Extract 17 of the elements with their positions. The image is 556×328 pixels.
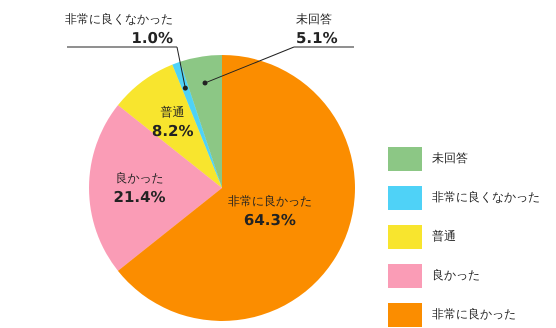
data-label: 8.2% xyxy=(152,122,194,140)
pie-slice xyxy=(89,105,222,271)
pie-slice xyxy=(118,64,222,188)
legend-label: 普通 xyxy=(432,228,456,245)
data-label: 21.4% xyxy=(114,188,166,206)
slice-label: 良かった xyxy=(116,171,164,185)
slice-label: 非常に良かった xyxy=(228,194,312,208)
legend-label: 未回答 xyxy=(432,150,468,167)
legend-label: 良かった xyxy=(432,267,480,284)
data-label: 64.3% xyxy=(244,211,296,230)
legend-label: 非常に良かった xyxy=(432,306,516,323)
legend-label: 非常に良くなかった xyxy=(432,189,540,206)
slice-label: 非常に良くなかった xyxy=(65,12,173,26)
slice-label: 未回答 xyxy=(296,12,332,26)
data-label: 1.0% xyxy=(131,29,173,47)
slice-label: 普通 xyxy=(160,104,185,119)
data-label: 5.1% xyxy=(296,29,338,47)
